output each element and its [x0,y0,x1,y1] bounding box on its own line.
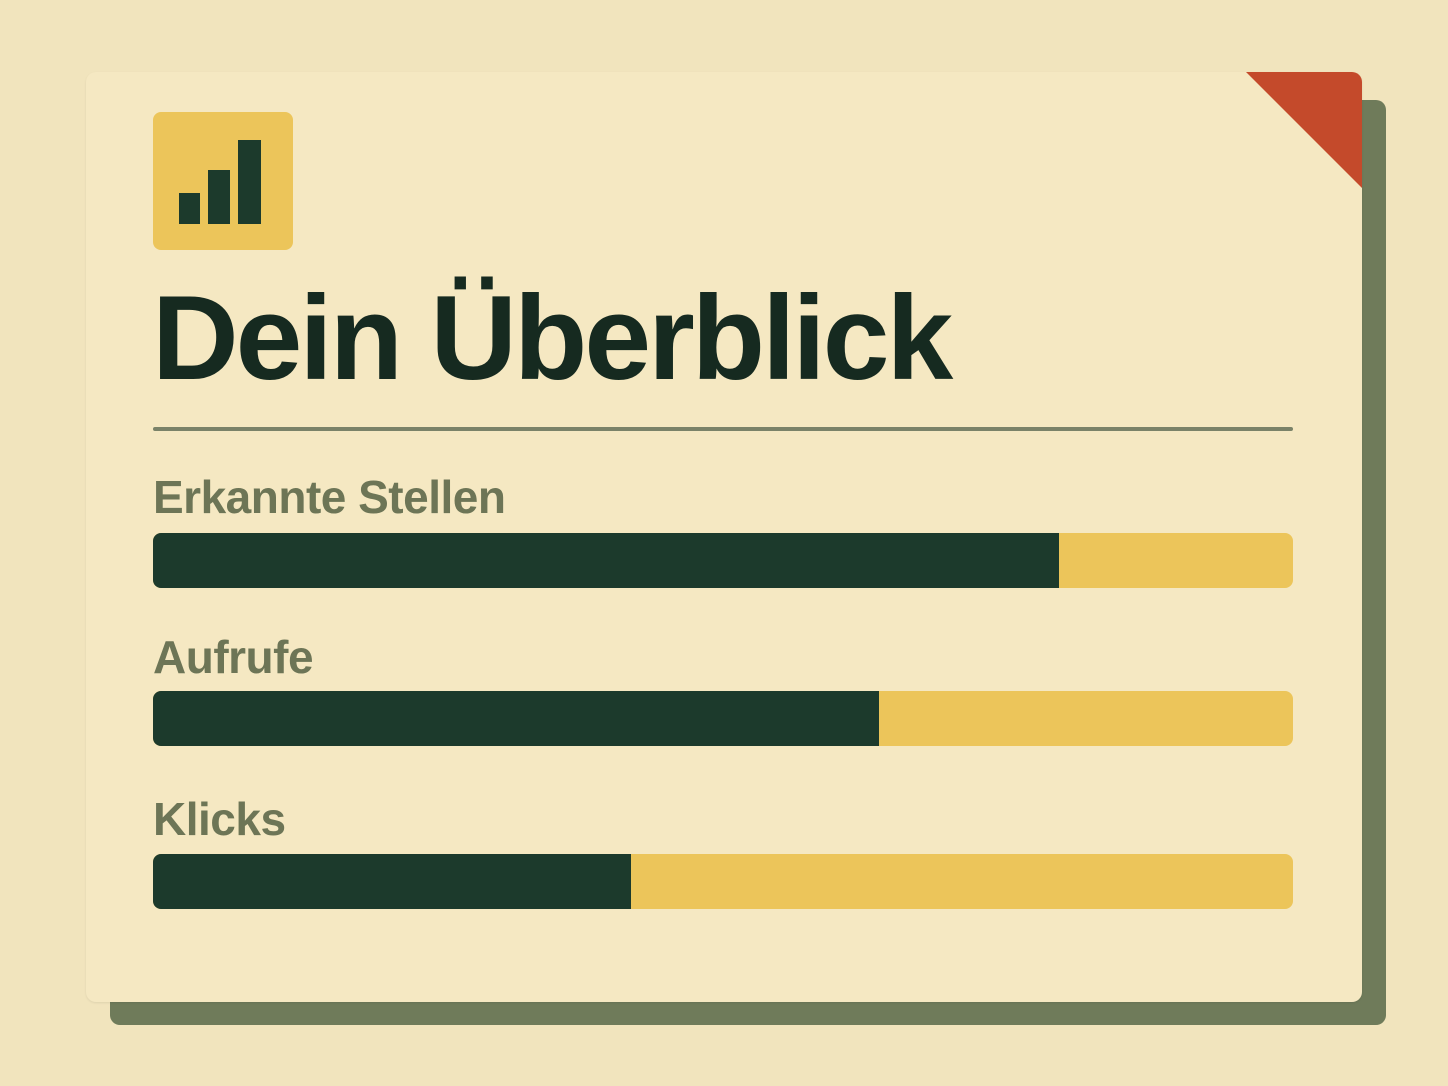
progress-fill-erkannte-stellen [153,533,1060,588]
metric-label-klicks: Klicks [153,793,286,845]
corner-flag [1246,72,1362,188]
page-title: Dein Überblick [152,271,953,405]
bar-chart-icon [153,112,293,250]
divider [153,427,1293,431]
bar-chart-icon-graphic [179,140,261,224]
progress-bar-klicks [153,854,1293,909]
overview-card: Dein Überblick Erkannte Stellen Aufrufe … [86,72,1362,1002]
progress-bar-aufrufe [153,691,1293,746]
metric-label-aufrufe: Aufrufe [153,631,314,683]
metric-label-erkannte-stellen: Erkannte Stellen [153,471,506,523]
progress-fill-klicks [153,854,631,909]
progress-fill-aufrufe [153,691,880,746]
progress-bar-erkannte-stellen [153,533,1293,588]
